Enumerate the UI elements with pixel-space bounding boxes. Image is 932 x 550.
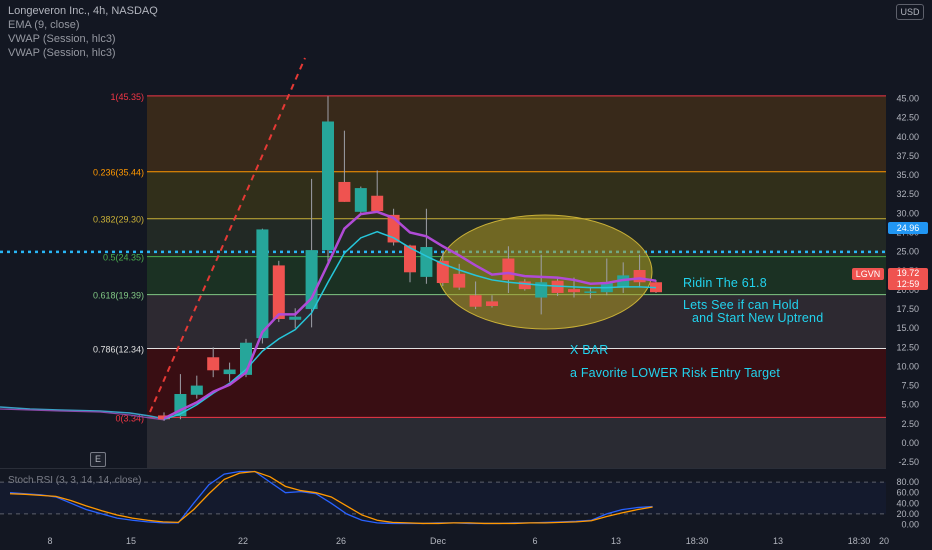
osc-tick-label: 20.00: [896, 509, 919, 519]
candle-body: [568, 289, 580, 293]
price-tick-label: 0.00: [901, 438, 919, 448]
ema-line: [163, 210, 657, 420]
candle-body: [633, 269, 646, 283]
candle-body: [502, 258, 515, 280]
candle-body: [420, 247, 433, 277]
last-price-value: 19.72: [896, 268, 920, 278]
candle-body: [256, 229, 269, 339]
price-tick-label: 45.00: [896, 94, 919, 104]
last-price-tag: 19.72 12:59: [888, 268, 928, 290]
candle-body: [322, 121, 334, 251]
candle-body: [584, 291, 597, 293]
oscillator-legend[interactable]: Stoch RSI (3, 3, 14, 14, close): [8, 475, 142, 486]
currency-button[interactable]: USD: [896, 4, 924, 20]
symbol-tag: LGVN: [852, 268, 884, 280]
candle-body: [223, 369, 236, 375]
price-tick-label: 35.00: [896, 170, 919, 180]
candle-body: [551, 280, 564, 293]
legend-title: Longeveron Inc., 4h, NASDAQ: [8, 5, 158, 17]
time-tick-label: 26: [336, 536, 346, 546]
time-tick-label: 13: [611, 536, 621, 546]
candle-body: [404, 245, 416, 273]
time-tick-label: 20: [879, 536, 889, 546]
annotation-xbar: X BAR: [570, 343, 609, 357]
legend-vwap-1[interactable]: VWAP (Session, hlc3): [8, 33, 116, 45]
legend-vwap-2[interactable]: VWAP (Session, hlc3): [8, 47, 116, 59]
fib-label: 0.382(29.30): [93, 215, 144, 225]
price-tick-label: 30.00: [896, 208, 919, 218]
price-tick-label: -2.50: [898, 457, 919, 467]
time-tick-label: Dec: [430, 536, 447, 546]
trend-line: [149, 57, 306, 413]
annotation-entry: a Favorite LOWER Risk Entry Target: [570, 366, 781, 380]
chart-legend: Longeveron Inc., 4h, NASDAQ EMA (9, clos…: [8, 4, 158, 60]
fib-label: 0.236(35.44): [93, 168, 144, 178]
candle-body: [486, 301, 498, 306]
fib-label: 0.5(24.35): [103, 253, 144, 263]
price-tick-label: 15.00: [896, 323, 919, 333]
price-tick-label: 40.00: [896, 132, 919, 142]
candle-body: [436, 260, 449, 284]
time-axis-bg: [0, 533, 932, 550]
price-tick-label: 7.50: [901, 381, 919, 391]
price-tick-label: 17.50: [896, 304, 919, 314]
candle-body: [469, 295, 482, 307]
time-tick-label: 8: [47, 536, 52, 546]
consolidation-ellipse: [437, 214, 653, 330]
time-tick-label: 6: [532, 536, 537, 546]
price-tick-label: 12.50: [896, 342, 919, 352]
time-tick-label: 22: [238, 536, 248, 546]
candle-body: [371, 195, 384, 212]
level-price-tag: 24.96: [888, 222, 928, 234]
price-tick-label: 10.00: [896, 361, 919, 371]
candle-body: [338, 181, 351, 202]
osc-tick-label: 0.00: [901, 520, 919, 530]
candle-body: [518, 281, 531, 290]
fib-band: [147, 95, 886, 172]
annotation-hold-line2: and Start New Uptrend: [692, 311, 824, 325]
fib-label: 0(3.34): [115, 413, 144, 423]
legend-ema[interactable]: EMA (9, close): [8, 19, 80, 31]
time-tick-label: 15: [126, 536, 136, 546]
fib-label: 0.786(12.34): [93, 345, 144, 355]
osc-band-fill: [0, 482, 886, 514]
candle-body: [289, 316, 302, 320]
fib-band: [147, 348, 886, 418]
price-tick-label: 37.50: [896, 151, 919, 161]
candle-body: [453, 273, 466, 288]
price-history-line-ema: [0, 408, 166, 421]
time-tick-label: 18:30: [686, 536, 709, 546]
osc-series-line: [9, 470, 653, 525]
time-tick-label: 18:30: [848, 536, 871, 546]
fib-label: 1(45.35): [110, 92, 144, 102]
candle-body: [272, 265, 285, 319]
fib-label: 0.618(19.39): [93, 291, 144, 301]
price-tick-label: 32.50: [896, 189, 919, 199]
osc-tick-label: 40.00: [896, 498, 919, 508]
time-tick-label: 13: [773, 536, 783, 546]
price-tick-label: 25.00: [896, 247, 919, 257]
price-tick-label: 2.50: [901, 419, 919, 429]
osc-tick-label: 80.00: [896, 477, 919, 487]
annotation-ridin: Ridin The 61.8: [683, 276, 767, 290]
price-tick-label: 42.50: [896, 113, 919, 123]
bar-countdown: 12:59: [896, 279, 920, 289]
fib-band: [147, 171, 886, 219]
candle-body: [207, 357, 220, 371]
fib-band-lower: [147, 417, 886, 468]
annotation-hold-line1: Lets See if can Hold: [683, 298, 799, 312]
osc-tick-label: 60.00: [896, 488, 919, 498]
earnings-event-badge[interactable]: E: [90, 452, 106, 467]
price-tick-label: 5.00: [901, 400, 919, 410]
candle-body: [190, 385, 203, 395]
price-history-line: [0, 406, 166, 420]
candle-body: [305, 250, 318, 310]
candle-body: [354, 188, 367, 212]
